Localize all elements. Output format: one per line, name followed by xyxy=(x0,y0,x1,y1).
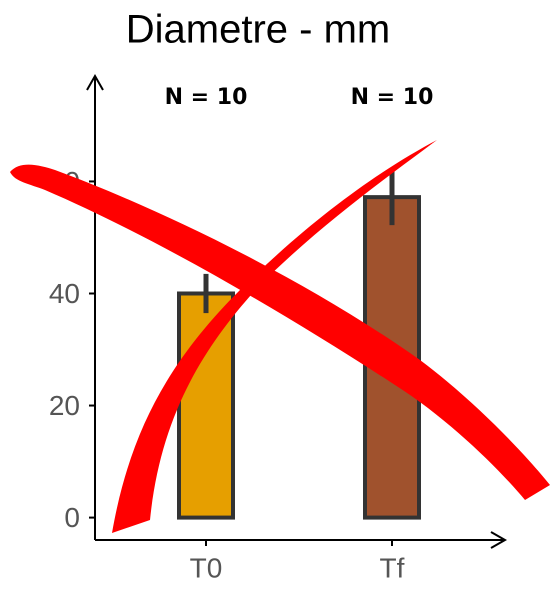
red-stroke xyxy=(10,164,550,501)
y-axis-arrow xyxy=(86,73,104,91)
y-tick-label: 40 xyxy=(49,278,80,309)
red-stroke xyxy=(112,140,437,533)
x-tick-label: T0 xyxy=(190,552,223,583)
x-tick-label: Tf xyxy=(380,552,405,583)
axes xyxy=(86,73,508,549)
y-tick-label: 20 xyxy=(49,390,80,421)
annotation: N = 10 xyxy=(165,85,248,110)
chart-title: Diametre - mm xyxy=(126,8,390,52)
y-tick-label: 0 xyxy=(64,502,80,533)
red-strokes xyxy=(10,140,550,533)
x-axis-arrow xyxy=(490,531,508,549)
annotation: N = 10 xyxy=(351,85,434,110)
